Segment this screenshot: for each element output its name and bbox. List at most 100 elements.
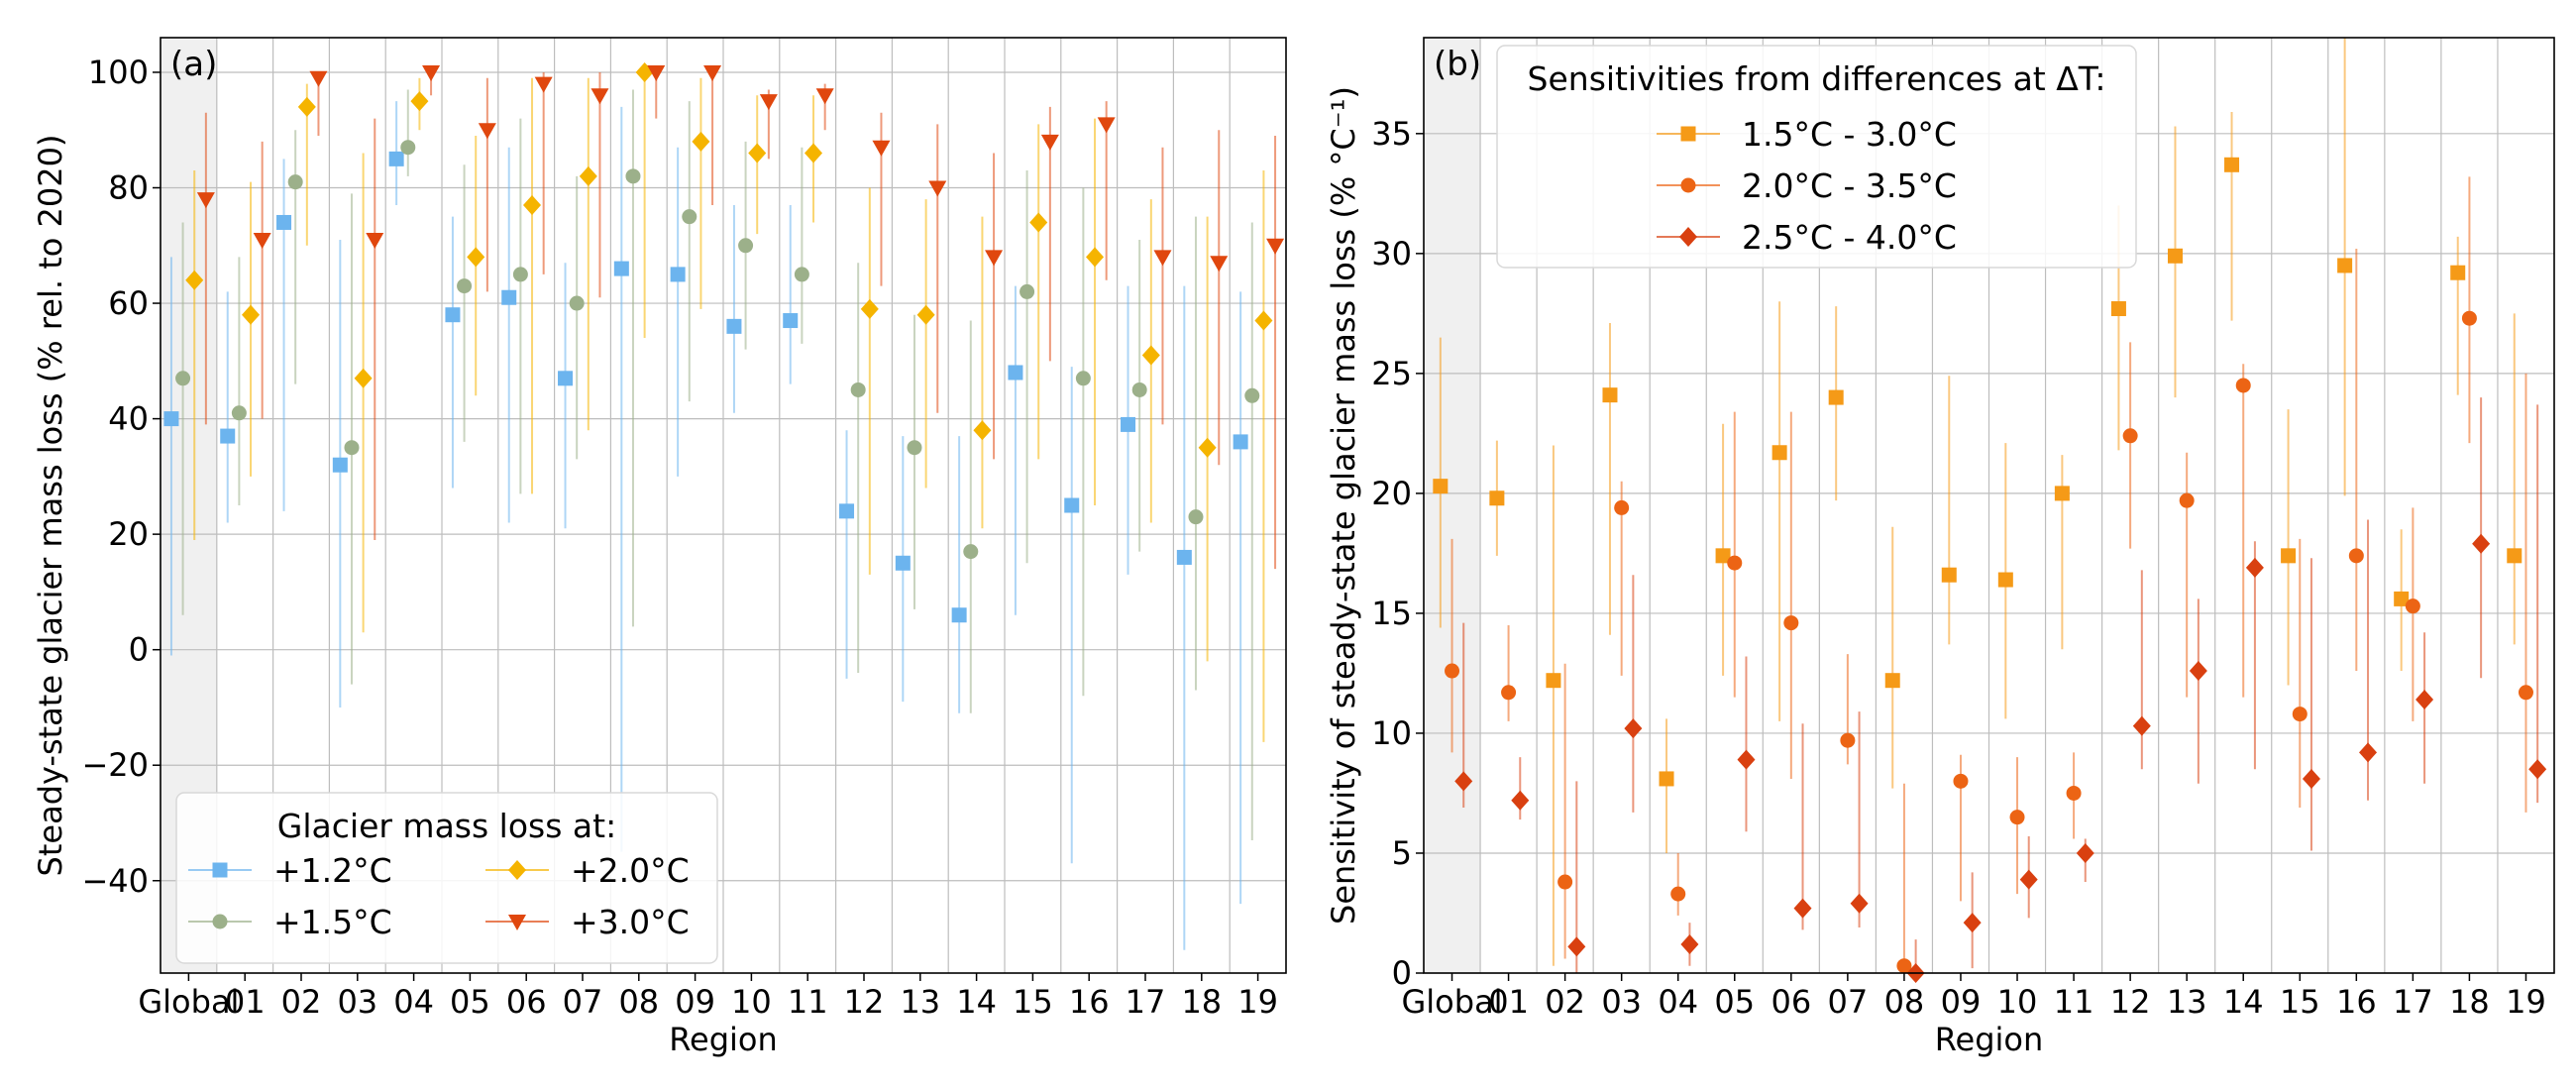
- data-point: [332, 457, 348, 473]
- data-point: [410, 91, 429, 112]
- x-tick-label: 15: [2280, 983, 2320, 1021]
- legend-marker: [508, 915, 526, 930]
- data-point: [951, 607, 967, 623]
- data-point: [1567, 936, 1586, 957]
- x-tick-label: 18: [2449, 983, 2490, 1021]
- data-point: [1176, 549, 1192, 565]
- legend-label: +1.5°C: [273, 903, 392, 941]
- x-tick-label: 09: [1941, 983, 1982, 1021]
- x-tick-label: 13: [900, 983, 940, 1021]
- data-point: [2292, 707, 2308, 722]
- legend-marker: [1680, 126, 1696, 142]
- x-tick-label: 13: [2167, 983, 2207, 1021]
- data-point: [2394, 591, 2410, 606]
- data-point: [569, 295, 585, 311]
- y-tick-label: 100: [88, 54, 149, 91]
- x-tick-label: 11: [788, 983, 828, 1021]
- x-tick-label: 05: [450, 983, 490, 1021]
- data-point: [1793, 898, 1812, 919]
- data-point: [1097, 117, 1116, 134]
- legend-label: 2.5°C - 4.0°C: [1742, 218, 1957, 257]
- data-point: [726, 318, 742, 334]
- data-point: [1680, 933, 1699, 954]
- data-point: [794, 267, 809, 282]
- data-point: [445, 307, 461, 323]
- x-tick-label: 05: [1714, 983, 1755, 1021]
- data-point: [185, 270, 204, 290]
- data-point: [366, 232, 384, 249]
- x-axis-label: Region: [669, 1021, 778, 1058]
- data-point: [973, 420, 992, 441]
- data-point: [2472, 533, 2491, 554]
- data-point: [231, 405, 247, 421]
- data-point: [1997, 572, 2013, 588]
- data-point: [1454, 771, 1473, 792]
- x-tick-label: 06: [1771, 983, 1811, 1021]
- data-point: [2405, 599, 2420, 614]
- legend-marker: [1680, 177, 1696, 193]
- x-tick-label: 07: [1828, 983, 1869, 1021]
- data-point: [2179, 492, 2195, 508]
- y-tick-label: 15: [1371, 595, 1412, 632]
- x-tick-label: 08: [1884, 983, 1925, 1021]
- y-tick-label: 60: [108, 284, 149, 322]
- data-point: [1511, 790, 1530, 811]
- data-point: [1771, 445, 1787, 461]
- data-point: [647, 64, 666, 81]
- data-point: [2528, 759, 2547, 780]
- axes-frame: [1423, 37, 2555, 974]
- y-tick-label: 0: [1392, 954, 1412, 992]
- x-tick-label: 17: [2393, 983, 2433, 1021]
- data-point: [1941, 567, 1957, 583]
- data-point: [175, 371, 191, 386]
- x-tick-label: 11: [2054, 983, 2094, 1021]
- x-tick-label: 02: [281, 983, 322, 1021]
- x-tick-label: 02: [1545, 983, 1585, 1021]
- legend-title: Glacier mass loss at:: [277, 807, 616, 845]
- data-point: [703, 64, 722, 81]
- data-point: [2122, 428, 2138, 444]
- data-point: [1040, 134, 1059, 151]
- data-point: [928, 180, 947, 197]
- legend-marker: [508, 860, 526, 880]
- data-point: [1602, 387, 1618, 403]
- data-point: [196, 192, 215, 209]
- x-tick-label: 01: [1488, 983, 1529, 1021]
- y-tick-label: 25: [1371, 355, 1412, 392]
- data-point: [501, 289, 517, 305]
- data-point: [2054, 486, 2070, 501]
- data-point: [2359, 742, 2378, 763]
- data-point: [1153, 250, 1172, 267]
- data-point: [895, 555, 911, 571]
- y-tick-label: 40: [108, 400, 149, 438]
- data-point: [2461, 310, 2477, 326]
- data-point: [2189, 661, 2207, 682]
- data-point: [872, 140, 891, 157]
- data-point: [850, 382, 866, 397]
- x-tick-label: 10: [1997, 983, 2038, 1021]
- x-tick-label: 19: [1237, 983, 1278, 1021]
- data-point: [860, 298, 879, 319]
- data-point: [2110, 301, 2126, 317]
- data-point: [692, 131, 710, 152]
- y-tick-label: 20: [1371, 475, 1412, 512]
- y-tick-label: 20: [108, 515, 149, 553]
- x-tick-label: 08: [618, 983, 659, 1021]
- data-point: [1086, 247, 1105, 268]
- x-tick-label: Global: [138, 983, 239, 1021]
- y-tick-label: 10: [1371, 714, 1412, 752]
- data-point: [354, 368, 373, 388]
- x-tick-label: 10: [731, 983, 772, 1021]
- data-point: [1266, 238, 1285, 255]
- data-point: [2066, 785, 2082, 801]
- data-point: [985, 250, 1004, 267]
- data-point: [478, 123, 496, 140]
- x-tick-label: 04: [393, 983, 434, 1021]
- data-point: [2019, 869, 2038, 890]
- x-tick-label: 16: [1069, 983, 1110, 1021]
- data-point: [907, 440, 922, 456]
- data-point: [1963, 913, 1982, 933]
- x-tick-label: 14: [2223, 983, 2264, 1021]
- x-tick-label: Global: [1401, 983, 1502, 1021]
